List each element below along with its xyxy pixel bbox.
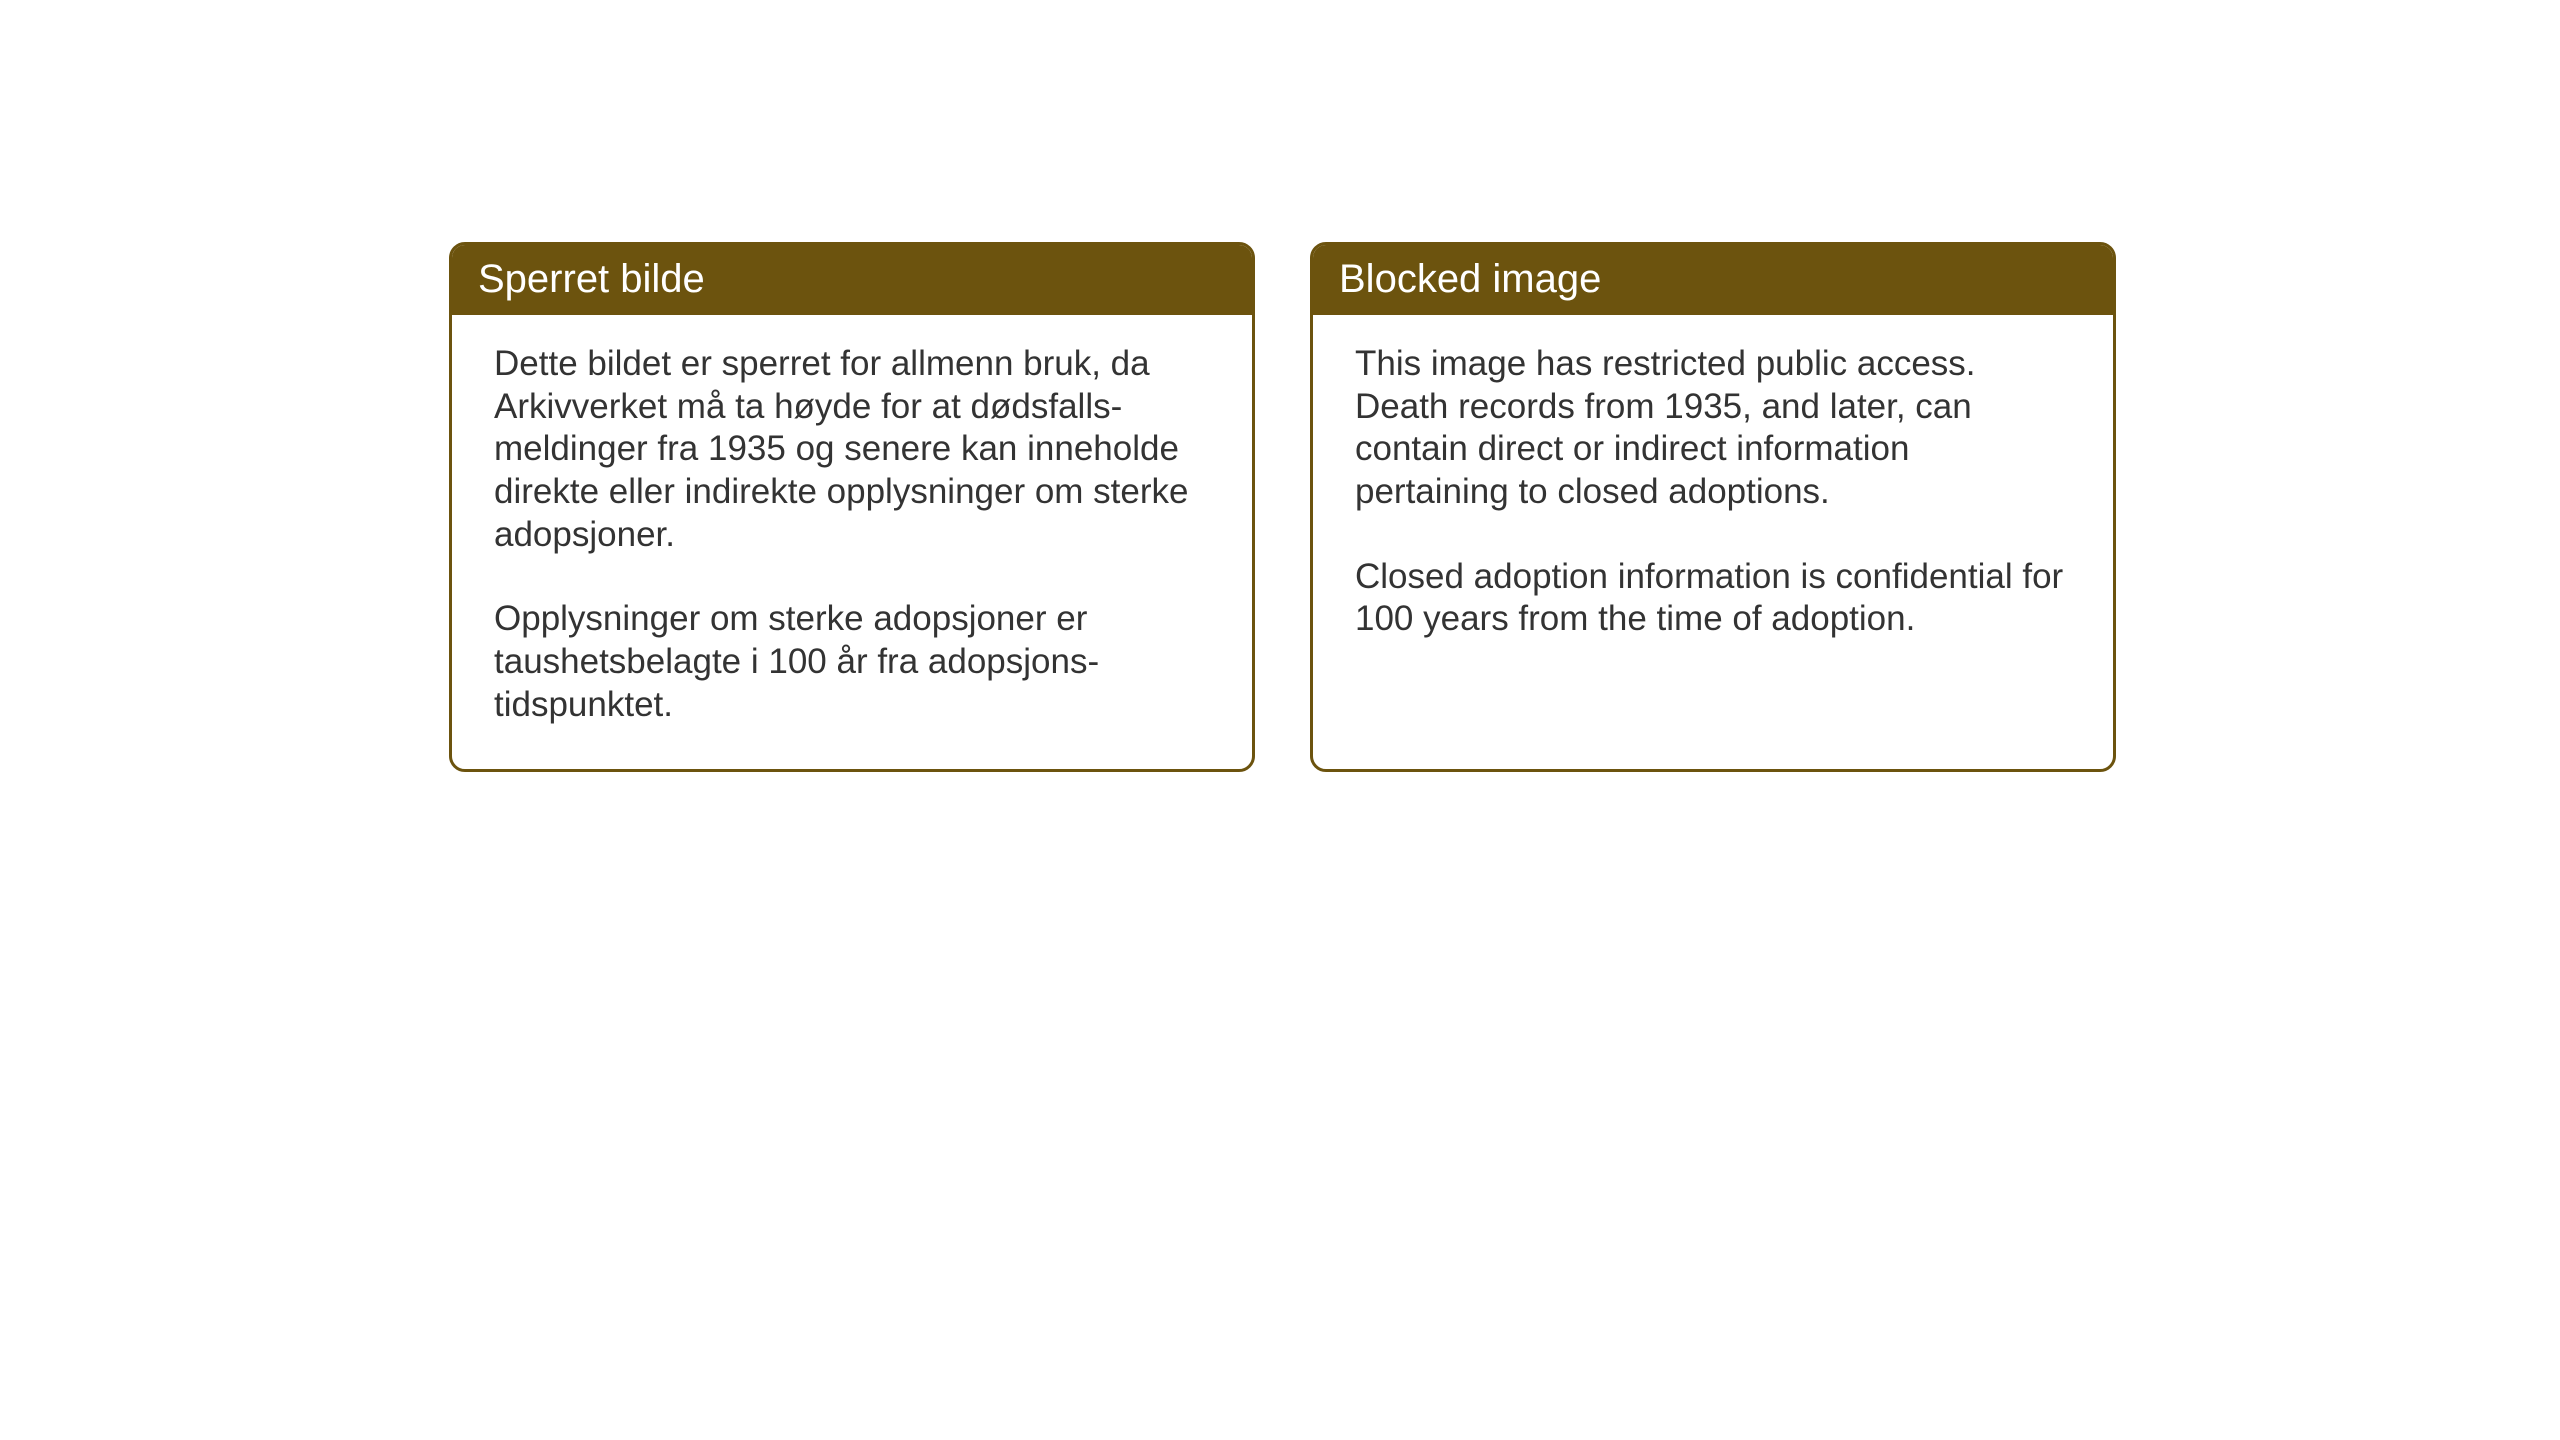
card-body-english: This image has restricted public access.… — [1313, 315, 2113, 683]
card-body-norwegian: Dette bildet er sperret for allmenn bruk… — [452, 315, 1252, 769]
notice-paragraph-1-english: This image has restricted public access.… — [1355, 343, 2071, 514]
card-header-norwegian: Sperret bilde — [452, 245, 1252, 315]
card-header-english: Blocked image — [1313, 245, 2113, 315]
notice-paragraph-2-english: Closed adoption information is confident… — [1355, 556, 2071, 641]
notice-card-norwegian: Sperret bilde Dette bildet er sperret fo… — [449, 242, 1255, 772]
notice-paragraph-2-norwegian: Opplysninger om sterke adopsjoner er tau… — [494, 598, 1210, 726]
notice-container: Sperret bilde Dette bildet er sperret fo… — [449, 242, 2116, 772]
notice-paragraph-1-norwegian: Dette bildet er sperret for allmenn bruk… — [494, 343, 1210, 556]
notice-card-english: Blocked image This image has restricted … — [1310, 242, 2116, 772]
